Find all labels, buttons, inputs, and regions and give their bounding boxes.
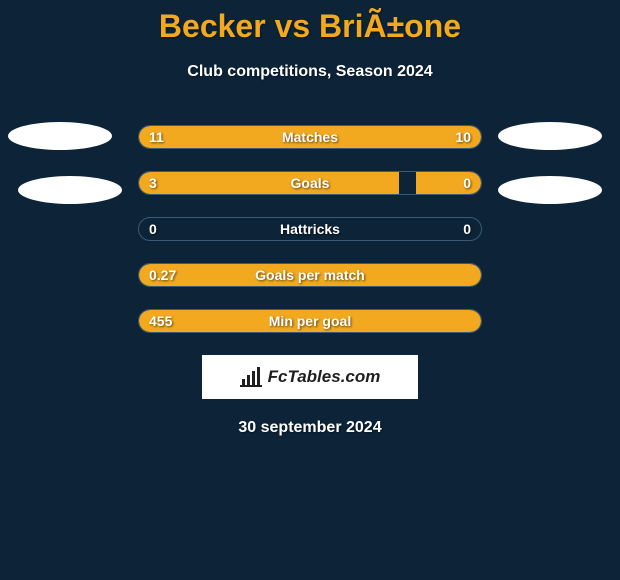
date-label: 30 september 2024: [0, 419, 620, 437]
stat-value-right: 0: [463, 172, 471, 194]
stat-label: Goals: [139, 172, 481, 194]
stat-label: Goals per match: [139, 264, 481, 286]
stats-container: 11Matches103Goals00Hattricks00.27Goals p…: [0, 125, 620, 333]
subtitle: Club competitions, Season 2024: [0, 63, 620, 81]
page-title: Becker vs BriÃ±one: [0, 0, 620, 45]
brand-badge[interactable]: FcTables.com: [202, 355, 418, 399]
stat-row: 0.27Goals per match: [138, 263, 482, 287]
stat-row: 11Matches10: [138, 125, 482, 149]
stat-label: Matches: [139, 126, 481, 148]
chart-icon: [240, 367, 262, 387]
stat-label: Hattricks: [139, 218, 481, 240]
avatar-placeholder: [498, 122, 602, 150]
stat-row: 455Min per goal: [138, 309, 482, 333]
avatar-placeholder: [8, 122, 112, 150]
avatar-placeholder: [498, 176, 602, 204]
stat-row: 3Goals0: [138, 171, 482, 195]
avatar-placeholder: [18, 176, 122, 204]
stat-label: Min per goal: [139, 310, 481, 332]
stat-value-right: 0: [463, 218, 471, 240]
stat-value-right: 10: [455, 126, 471, 148]
brand-name: FcTables.com: [268, 367, 381, 387]
stat-row: 0Hattricks0: [138, 217, 482, 241]
